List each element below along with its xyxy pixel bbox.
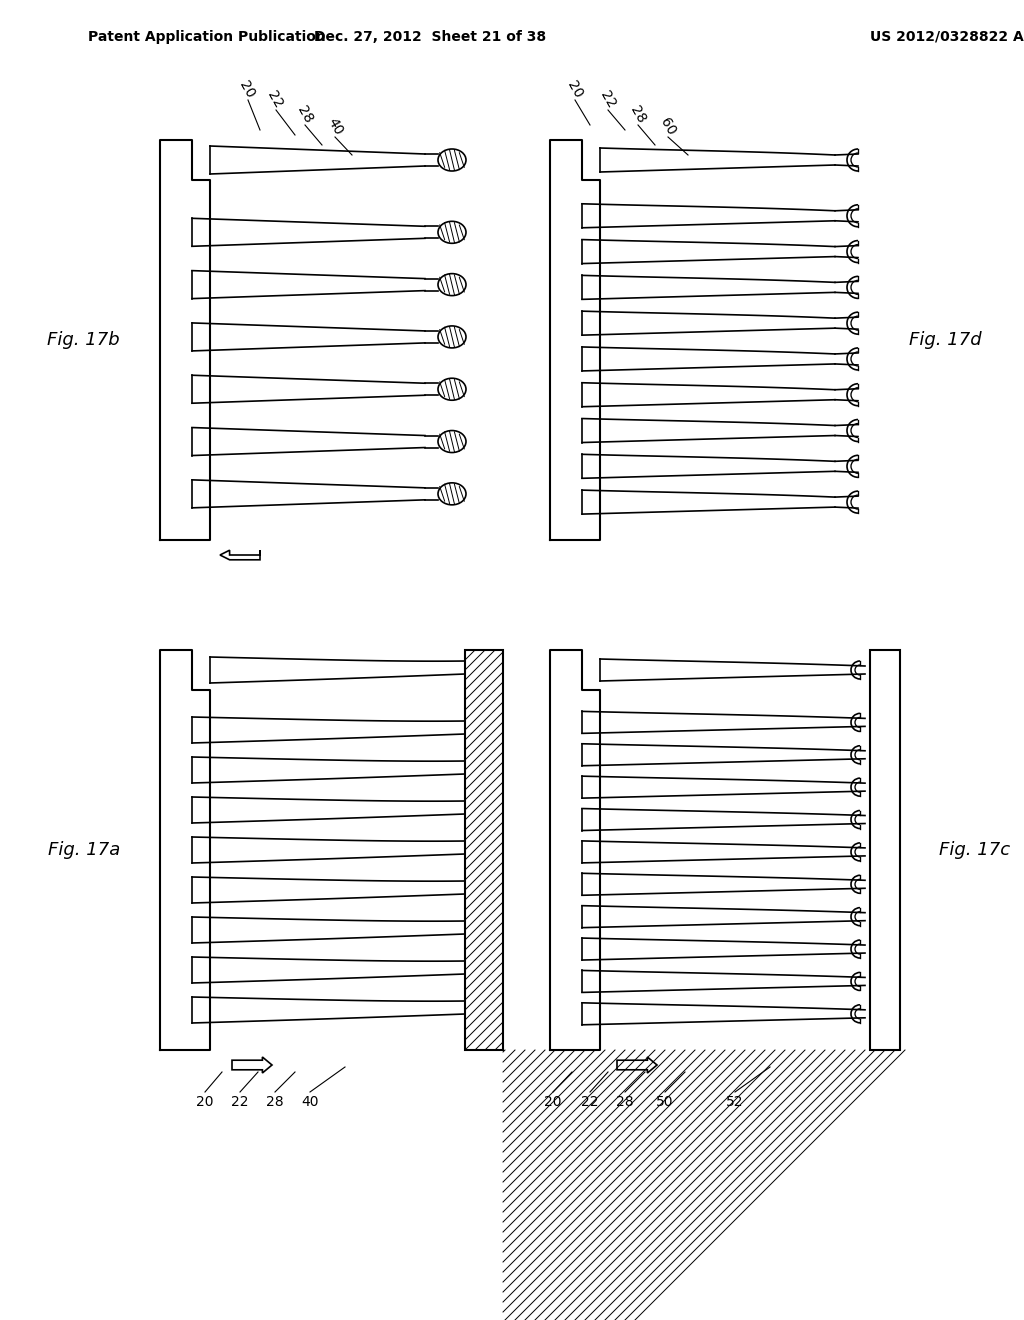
- Text: 60: 60: [657, 116, 679, 139]
- Polygon shape: [617, 1057, 657, 1073]
- Ellipse shape: [438, 430, 466, 453]
- Ellipse shape: [438, 379, 466, 400]
- Text: Fig. 17d: Fig. 17d: [908, 331, 981, 348]
- Text: 22: 22: [582, 1096, 599, 1109]
- Text: 22: 22: [598, 88, 618, 111]
- Text: 20: 20: [197, 1096, 214, 1109]
- Bar: [870, 649, 900, 1049]
- Ellipse shape: [438, 483, 466, 504]
- Text: Patent Application Publication: Patent Application Publication: [88, 30, 326, 44]
- Text: 22: 22: [231, 1096, 249, 1109]
- Text: Fig. 17a: Fig. 17a: [48, 841, 120, 859]
- Text: 40: 40: [325, 116, 345, 139]
- Ellipse shape: [438, 273, 466, 296]
- Text: 20: 20: [237, 79, 257, 102]
- Text: 52: 52: [726, 1096, 743, 1109]
- Polygon shape: [220, 550, 260, 560]
- Ellipse shape: [438, 222, 466, 243]
- Text: 40: 40: [301, 1096, 318, 1109]
- Text: Dec. 27, 2012  Sheet 21 of 38: Dec. 27, 2012 Sheet 21 of 38: [314, 30, 546, 44]
- Text: 20: 20: [564, 79, 586, 102]
- Text: 50: 50: [656, 1096, 674, 1109]
- Text: Fig. 17c: Fig. 17c: [939, 841, 1011, 859]
- Text: 28: 28: [616, 1096, 634, 1109]
- Text: US 2012/0328822 A1: US 2012/0328822 A1: [870, 30, 1024, 44]
- Text: Fig. 17b: Fig. 17b: [47, 331, 120, 348]
- Text: 22: 22: [264, 88, 286, 111]
- Text: 20: 20: [544, 1096, 562, 1109]
- Polygon shape: [232, 1057, 272, 1073]
- Text: 28: 28: [295, 104, 315, 127]
- Ellipse shape: [438, 326, 466, 348]
- Text: 28: 28: [628, 104, 648, 127]
- Text: 28: 28: [266, 1096, 284, 1109]
- Ellipse shape: [438, 149, 466, 172]
- Bar: [465, 649, 503, 1049]
